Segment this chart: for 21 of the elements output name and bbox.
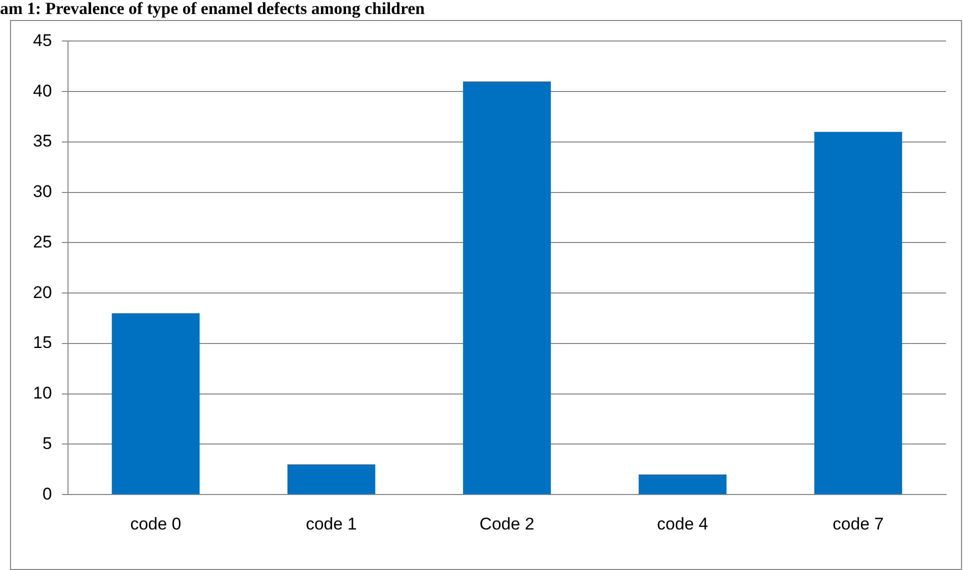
bar (463, 82, 551, 494)
y-tick-label: 5 (42, 434, 52, 453)
x-tick-label: code 0 (130, 514, 182, 534)
x-tick-label: code 1 (306, 514, 357, 534)
bar (638, 474, 726, 494)
x-tick-label: code 4 (657, 514, 708, 534)
chart-title: am 1: Prevalence of type of enamel defects among children (0, 0, 425, 18)
y-tick-label: 35 (32, 132, 52, 151)
bar (287, 464, 376, 494)
y-tick-label: 40 (32, 81, 52, 100)
bar (814, 132, 902, 494)
x-tick-label: code 7 (832, 514, 884, 534)
y-tick-label: 0 (42, 484, 52, 504)
y-tick-label: 20 (32, 282, 52, 302)
bar (112, 313, 200, 494)
y-tick-label: 45 (32, 30, 52, 50)
y-tick-label: 30 (32, 182, 52, 202)
y-tick-label: 15 (32, 333, 52, 352)
y-tick-label: 10 (32, 384, 52, 403)
x-tick-label: Code 2 (480, 514, 534, 534)
y-tick-label: 25 (32, 232, 52, 252)
